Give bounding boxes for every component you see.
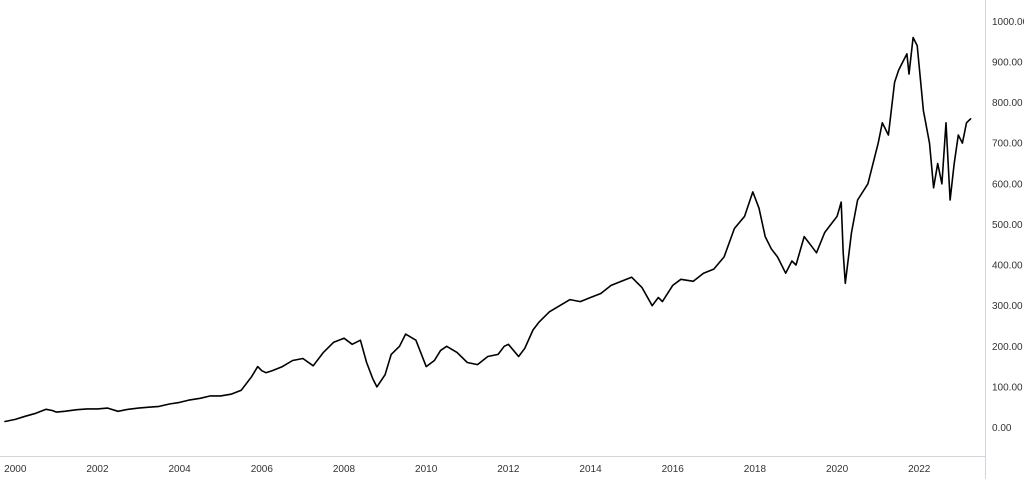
x-tick-label: 2018 <box>744 464 767 475</box>
series-line <box>4 36 972 423</box>
y-tick-label: 400.00 <box>992 261 1023 272</box>
x-tick-label: 2002 <box>86 464 109 475</box>
x-tick-label: 2000 <box>4 464 27 475</box>
x-tick-label: 2010 <box>415 464 438 475</box>
x-tick-label: 2006 <box>251 464 274 475</box>
x-tick-label: 2020 <box>826 464 849 475</box>
x-tick-label: 2016 <box>662 464 685 475</box>
x-tick-label: 2008 <box>333 464 356 475</box>
x-tick-label: 2012 <box>497 464 520 475</box>
y-tick-label: 500.00 <box>992 220 1023 231</box>
y-tick-label: 800.00 <box>992 98 1023 109</box>
y-tick-label: 100.00 <box>992 382 1023 393</box>
y-tick-label: 200.00 <box>992 342 1023 353</box>
y-tick-label: 600.00 <box>992 179 1023 190</box>
y-tick-label: 0.00 <box>992 423 1012 434</box>
y-tick-label: 300.00 <box>992 301 1023 312</box>
y-axis: 0.00 100.00 200.00 300.00 400.00 500.00 600.00… <box>985 0 1024 479</box>
plot-area <box>4 36 972 423</box>
y-tick-label: 900.00 <box>992 57 1023 68</box>
y-tick-label: 700.00 <box>992 139 1023 150</box>
y-tick-label: 1000.00 <box>992 17 1024 28</box>
x-tick-label: 2004 <box>169 464 192 475</box>
x-tick-label: 2022 <box>908 464 931 475</box>
x-tick-label: 2014 <box>579 464 602 475</box>
x-axis: 2000 2002 2004 2006 2008 2010 2012 2014 2016 2018… <box>0 456 985 475</box>
